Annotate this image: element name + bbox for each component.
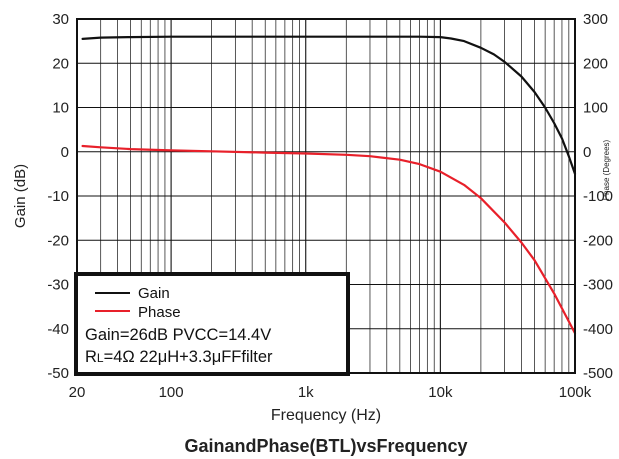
x-tick-label: 10k — [428, 384, 453, 401]
x-tick-label: 20 — [69, 384, 86, 401]
y2-tick-label: 0 — [583, 144, 591, 161]
chart-title: GainandPhase(BTL)vsFrequency — [184, 436, 467, 456]
y2-axis-tick-labels: 300 200 100 0 -100 -200 -300 -400 -500 — [583, 11, 613, 382]
y2-tick-label: -100 — [583, 188, 613, 205]
x-tick-label: 1k — [298, 384, 314, 401]
legend-box: Gain Phase Gain=26dB PVCC=14.4V RL=4Ω 22… — [74, 272, 350, 376]
legend-gain-label: Gain — [138, 285, 170, 302]
y2-tick-label: 200 — [583, 55, 608, 72]
x-tick-label: 100 — [159, 384, 184, 401]
y2-axis-label: Phase (Degrees) — [602, 139, 611, 200]
y2-tick-label: -500 — [583, 365, 613, 382]
y2-tick-label: 300 — [583, 11, 608, 28]
y-tick-label: -50 — [47, 365, 69, 382]
legend-phase-label: Phase — [138, 304, 181, 321]
x-axis-tick-labels: 20 100 1k 10k 100k — [69, 384, 592, 401]
y-tick-label: 20 — [52, 55, 69, 72]
y2-tick-label: -400 — [583, 321, 613, 338]
legend-frame — [74, 272, 350, 376]
y-tick-label: -30 — [47, 277, 69, 294]
x-axis-label: Frequency (Hz) — [271, 407, 381, 424]
y-tick-label: 0 — [61, 144, 69, 161]
y2-tick-label: -300 — [583, 277, 613, 294]
series-line-gain — [81, 35, 577, 175]
y2-tick-label: 100 — [583, 100, 608, 117]
annotation-load-filter: RL=4Ω 22μH+3.3μFFfilter — [85, 348, 273, 366]
y-axis-tick-labels: 30 20 10 0 -10 -20 -30 -40 -50 — [47, 11, 69, 382]
y-tick-label: -40 — [47, 321, 69, 338]
annotation-gain-pvcc: Gain=26dB PVCC=14.4V — [85, 326, 271, 344]
y-tick-label: 30 — [52, 11, 69, 28]
y-tick-label: -10 — [47, 188, 69, 205]
y-axis-label: Gain (dB) — [12, 164, 29, 228]
y-tick-label: 10 — [52, 100, 69, 117]
y2-tick-label: -200 — [583, 232, 613, 249]
annotation-load-l: L — [97, 351, 104, 365]
annotation-load-rest: =4Ω 22μH+3.3μFFfilter — [104, 348, 273, 366]
x-tick-label: 100k — [559, 384, 592, 401]
annotation-load-r: R — [85, 348, 97, 366]
series-line-phase — [81, 144, 577, 335]
series-layer — [81, 35, 577, 335]
y-tick-label: -20 — [47, 232, 69, 249]
